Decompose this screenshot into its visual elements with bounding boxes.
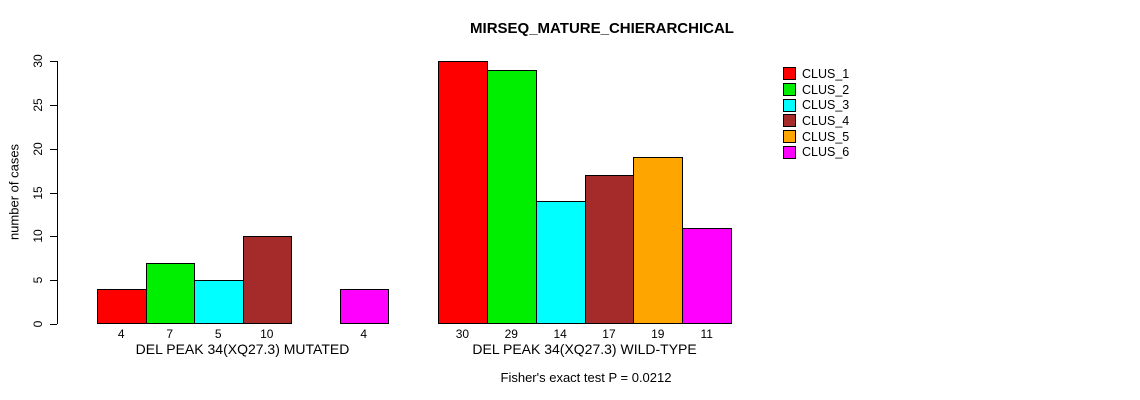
y-tick-label: 15 xyxy=(31,185,45,200)
bar-clus_2 xyxy=(145,262,195,324)
legend-label: CLUS_4 xyxy=(802,113,850,128)
legend-item: CLUS_5 xyxy=(783,129,849,145)
y-tick xyxy=(50,61,57,62)
bar-value-label: 17 xyxy=(602,327,616,341)
bar-value-label: 10 xyxy=(260,327,274,341)
y-tick-label: 20 xyxy=(31,141,45,156)
y-tick xyxy=(50,148,57,150)
bar-clus_5 xyxy=(633,157,684,324)
legend-swatch xyxy=(783,114,796,128)
y-tick-label: 5 xyxy=(31,276,45,284)
annotation-text: Fisher's exact test P = 0.0212 xyxy=(500,370,672,385)
legend-swatch xyxy=(783,83,796,97)
legend: CLUS_1 CLUS_2 CLUS_3 CLUS_4 CLUS_5 CLUS_6 xyxy=(783,66,849,160)
bar-value-label: 7 xyxy=(166,327,174,341)
bar-clus_4 xyxy=(584,174,635,324)
bar-value-label: 4 xyxy=(117,327,125,341)
bar-value-label: 14 xyxy=(553,327,567,341)
y-tick xyxy=(50,324,57,325)
bar-value-label: 11 xyxy=(700,327,713,341)
chart-title: MIRSEQ_MATURE_CHIERARCHICAL xyxy=(470,20,734,37)
y-tick-label: 25 xyxy=(31,98,45,112)
bar-clus_3 xyxy=(194,280,244,324)
y-tick-label: 0 xyxy=(31,320,45,328)
legend-item: CLUS_6 xyxy=(783,144,849,160)
legend-label: CLUS_1 xyxy=(802,66,850,81)
legend-swatch xyxy=(783,98,796,112)
legend-label: CLUS_3 xyxy=(802,98,850,113)
legend-item: CLUS_2 xyxy=(783,82,849,98)
y-axis-label: number of cases xyxy=(6,143,22,241)
bar-clus_4 xyxy=(242,236,292,324)
y-tick xyxy=(50,236,57,238)
bar-clus_3 xyxy=(535,201,586,324)
legend-swatch xyxy=(783,67,796,81)
legend-item: CLUS_3 xyxy=(783,97,849,113)
bar-clus_6 xyxy=(339,288,389,324)
legend-item: CLUS_4 xyxy=(783,113,849,129)
bar-clus_6 xyxy=(682,227,733,324)
legend-label: CLUS_2 xyxy=(802,82,850,97)
y-tick xyxy=(50,192,57,194)
bar-clus_2 xyxy=(486,69,537,324)
legend-label: CLUS_5 xyxy=(802,129,850,144)
bar-value-label: 5 xyxy=(214,327,222,341)
y-axis-line xyxy=(57,61,58,324)
bar-clus_1 xyxy=(97,288,147,324)
group-label: DEL PEAK 34(XQ27.3) WILD-TYPE xyxy=(472,341,697,357)
bar-value-label: 19 xyxy=(651,327,665,341)
y-tick-label: 10 xyxy=(31,229,45,244)
legend-swatch xyxy=(783,130,796,144)
y-tick xyxy=(50,104,57,106)
y-tick-label: 30 xyxy=(31,54,45,68)
bar-clus_1 xyxy=(438,61,488,324)
bar-value-label: 29 xyxy=(504,327,518,341)
group-label: DEL PEAK 34(XQ27.3) MUTATED xyxy=(135,341,350,357)
legend-item: CLUS_1 xyxy=(783,66,849,82)
y-tick xyxy=(50,280,57,282)
bar-value-label: 4 xyxy=(360,327,368,341)
bar-value-label: 30 xyxy=(455,327,470,341)
legend-swatch xyxy=(783,145,796,159)
legend-label: CLUS_6 xyxy=(802,145,850,160)
